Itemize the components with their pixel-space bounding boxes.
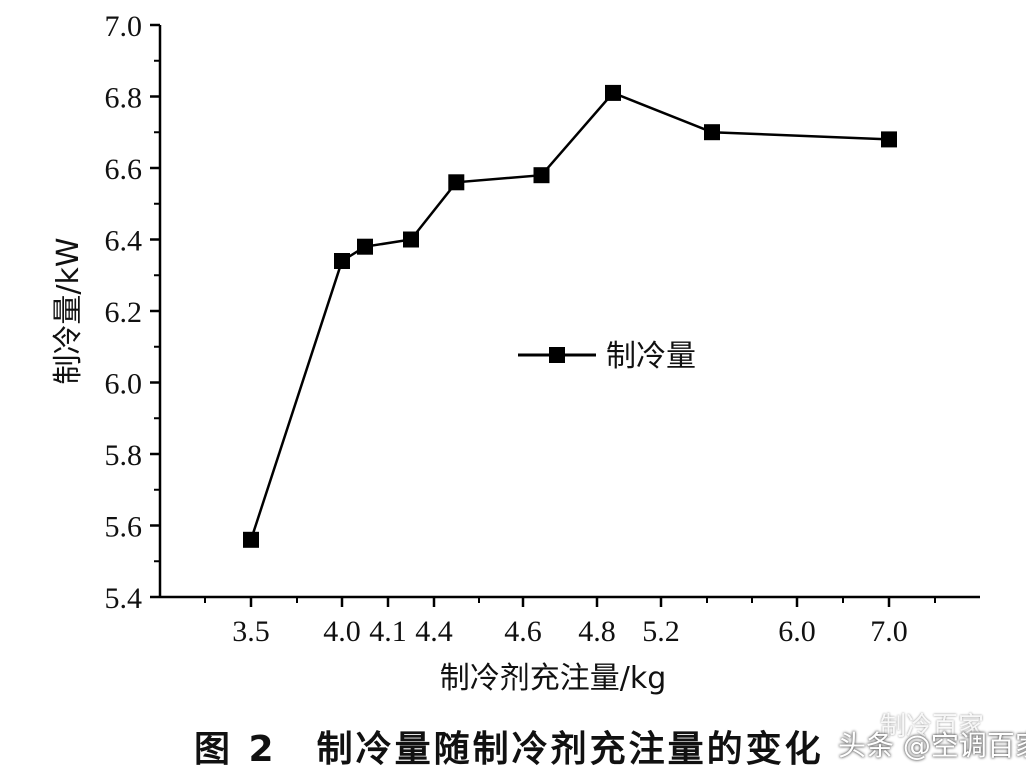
y-tick-label: 6.6 — [105, 153, 143, 186]
data-point — [357, 238, 373, 255]
x-tick-label: 6.0 — [778, 615, 816, 648]
data-point — [243, 531, 259, 548]
series-line — [249, 91, 890, 541]
x-tick-label: 4.4 — [415, 615, 453, 648]
legend-marker — [549, 347, 565, 363]
y-axis-ticks: 5.4 5.6 5.8 6.0 6.2 6.4 6.6 6.8 7.0 — [105, 10, 160, 615]
y-tick-label: 5.6 — [105, 511, 143, 544]
y-tick-label: 6.8 — [105, 82, 143, 115]
y-axis-title: 制冷量/kW — [51, 237, 86, 384]
y-tick-label: 6.4 — [105, 225, 143, 258]
watermark: 头条 @空调百家 — [838, 729, 1026, 762]
y-tick-label: 5.4 — [105, 582, 143, 615]
watermark-ghost: 制冷百家 — [880, 712, 985, 742]
data-point — [881, 131, 897, 148]
x-axis-ticks: 3.5 4.0 4.1 4.4 4.6 4.8 5.2 6.0 7.0 — [204, 597, 936, 648]
x-tick-label: 4.8 — [578, 615, 616, 648]
y-tick-label: 5.8 — [105, 439, 143, 472]
data-point — [704, 124, 720, 141]
x-tick-label: 4.0 — [323, 615, 361, 648]
x-tick-label: 4.6 — [504, 615, 542, 648]
x-tick-label: 7.0 — [870, 615, 908, 648]
x-axis-title: 制冷剂充注量/kg — [440, 661, 667, 696]
series-group — [243, 84, 897, 548]
data-point — [533, 167, 550, 184]
y-tick-label: 6.2 — [105, 296, 143, 329]
y-tick-label: 6.0 — [105, 368, 143, 401]
figure-caption: 图 2 制冷量随制冷剂充注量的变化 — [194, 720, 824, 772]
chart: 5.4 5.6 5.8 6.0 6.2 6.4 6.6 6.8 7.0 3.5 4.0 4.1 4.4… — [51, 10, 980, 696]
axes — [158, 25, 980, 599]
data-point — [448, 174, 465, 191]
data-point — [403, 231, 419, 248]
y-tick-label: 7.0 — [105, 10, 143, 43]
figure-number: 图 2 — [194, 729, 277, 770]
data-point — [605, 84, 621, 101]
legend: 制冷量 — [518, 339, 696, 374]
figure-caption-text: 制冷量随制冷剂充注量的变化 — [316, 729, 824, 770]
data-point — [334, 253, 350, 269]
x-tick-label: 5.2 — [642, 615, 680, 648]
x-tick-label: 3.5 — [232, 615, 270, 648]
x-tick-label: 4.1 — [369, 615, 407, 648]
legend-label: 制冷量 — [606, 339, 696, 374]
